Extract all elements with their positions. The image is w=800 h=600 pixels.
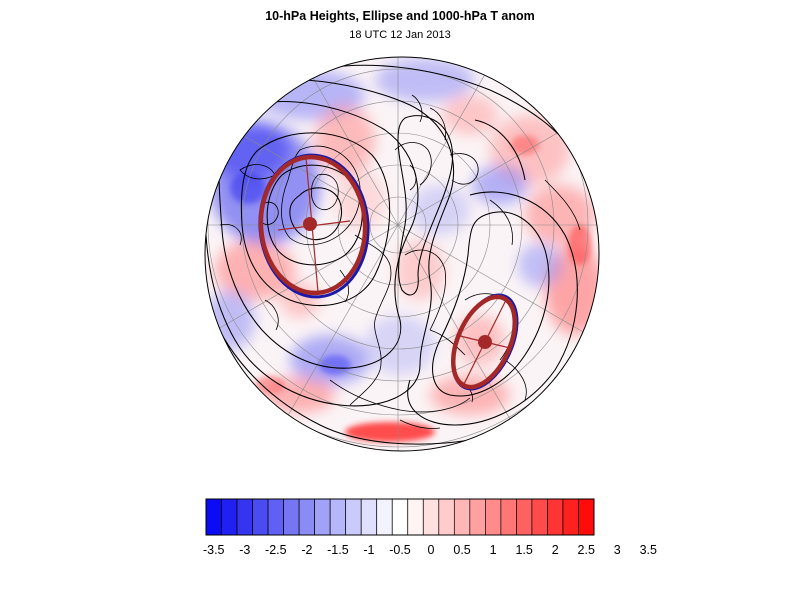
colorbar-cell — [547, 498, 564, 536]
colorbar-cell — [516, 498, 533, 536]
colorbar-tick-label: -3 — [239, 543, 251, 557]
colorbar-cell — [205, 498, 222, 536]
colorbar-cell — [578, 498, 595, 536]
meridian-line — [397, 224, 599, 376]
colorbar-cell — [360, 498, 378, 536]
colorbar-cell — [283, 498, 300, 536]
colorbar-tick-label: -1.5 — [327, 543, 349, 557]
meridian-line — [247, 57, 399, 226]
colorbar-cell — [469, 498, 486, 536]
colorbar-cell — [376, 498, 393, 536]
colorbar-cell — [298, 498, 315, 536]
colorbar-cell — [438, 498, 455, 536]
colorbar-cell — [329, 498, 347, 536]
colorbar-tick-label: 1.5 — [515, 543, 533, 557]
colorbar-cell — [407, 498, 424, 536]
colorbar-cell — [221, 498, 238, 536]
colorbar-cell — [252, 498, 269, 536]
colorbar-cell — [267, 498, 284, 536]
colorbar-cell — [485, 498, 502, 536]
height-contours — [205, 64, 581, 445]
vortex-centroid-west — [303, 217, 317, 231]
colorbar-cell — [345, 498, 362, 536]
colorbar-tick-label: -3.5 — [202, 543, 225, 557]
colorbar-tick-label: 2.5 — [577, 543, 595, 557]
colorbar-tick-label: -2.5 — [265, 543, 287, 557]
colorbar-cell — [422, 498, 440, 536]
map-title: 10-hPa Heights, Ellipse and 1000-hPa T a… — [265, 9, 535, 23]
meridian-line — [397, 74, 599, 226]
colorbar-cell — [236, 498, 253, 536]
colorbar-tick-label: 0 — [427, 543, 435, 557]
vortex-centroid-east — [478, 335, 492, 349]
vortex-ellipse-west — [258, 153, 370, 299]
meridian-line — [205, 74, 399, 226]
colorbar-tick-label: 1 — [489, 543, 497, 557]
globe-boundary — [204, 56, 600, 452]
colorbar-cell — [562, 498, 579, 536]
colorbar-tick-label: -1 — [363, 543, 375, 557]
meridian-line — [397, 57, 549, 226]
strong-anomaly-spots — [230, 135, 592, 442]
colorbar-tick-label: -2 — [301, 543, 313, 557]
vortex-ellipse-east — [451, 293, 519, 391]
colorbar-cell — [453, 498, 471, 536]
colorbar-tick-label: 3 — [613, 543, 621, 557]
colorbar-cell — [314, 498, 331, 536]
colorbar-tick-label: 2 — [551, 543, 559, 557]
colorbar-cell — [531, 498, 548, 536]
colorbar-cell — [391, 498, 409, 536]
colorbar-frame — [205, 498, 595, 536]
meridian-line — [205, 224, 399, 376]
map-subtitle: 18 UTC 12 Jan 2013 — [349, 29, 451, 41]
colorbar-cells — [205, 498, 595, 536]
colorbar-cell — [500, 498, 517, 536]
colorbar-tick-label: -0.5 — [389, 543, 411, 557]
colorbar-tick-label: 3.5 — [639, 543, 657, 557]
colorbar-tick-label: 0.5 — [453, 543, 471, 557]
